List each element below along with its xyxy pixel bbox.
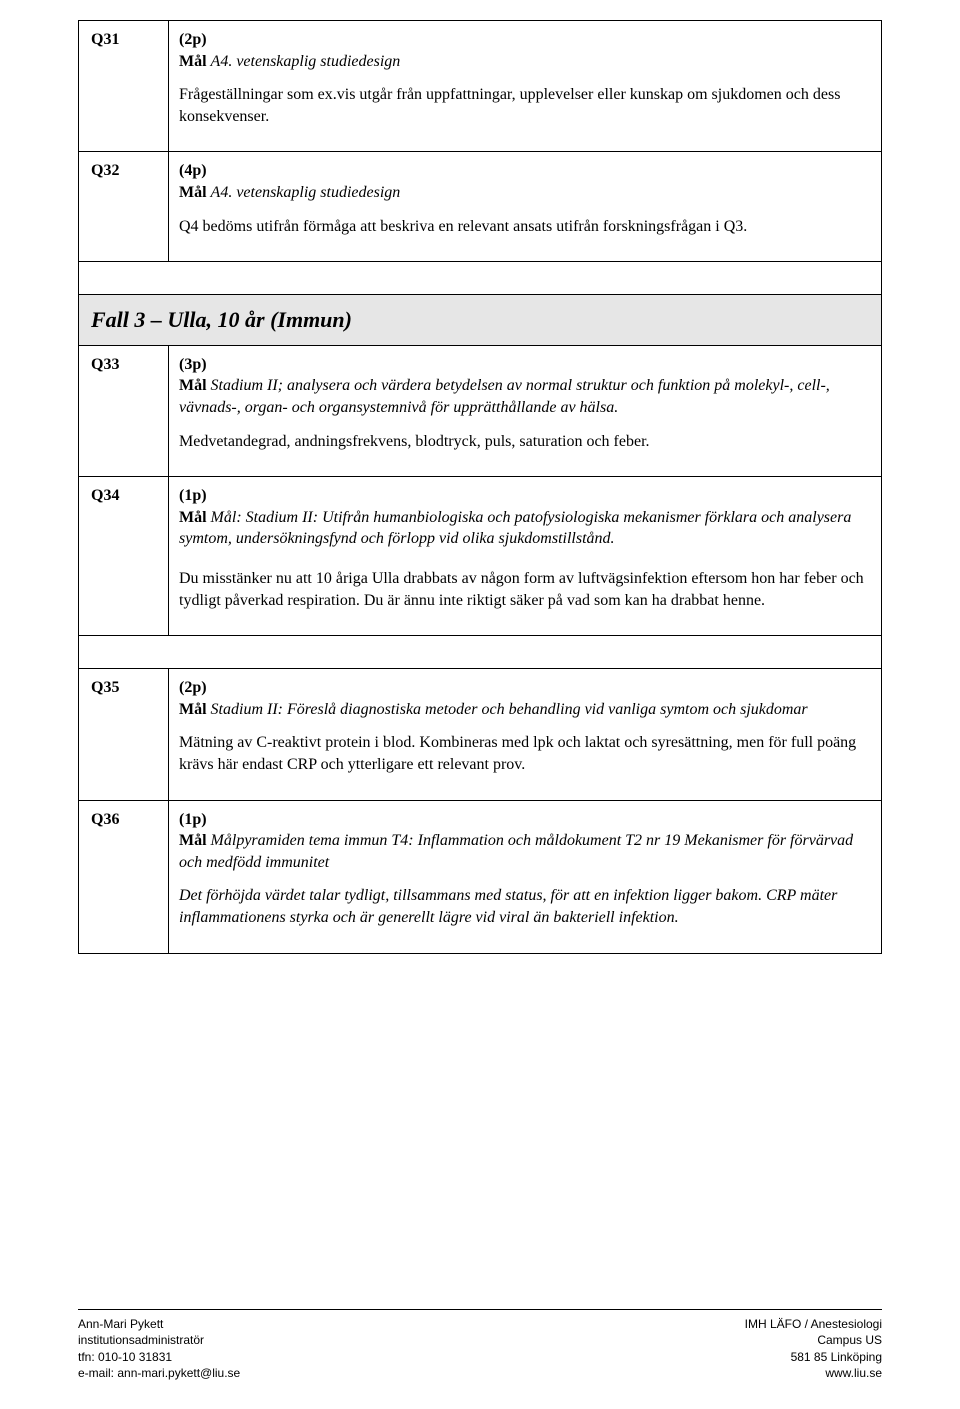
footer-role: institutionsadministratör — [78, 1332, 240, 1348]
footer-right: IMH LÄFO / Anestesiologi Campus US 581 8… — [745, 1316, 882, 1381]
table-row: Q34 (1p) Mål Mål: Stadium II: Utifrån hu… — [79, 477, 882, 636]
points-label: (2p) — [179, 679, 207, 696]
fall-header-row: Fall 3 – Ulla, 10 år (Immun) — [79, 295, 882, 346]
paragraph: Mätning av C-reaktivt protein i blod. Ko… — [179, 732, 871, 775]
question-content-cell: (3p) Mål Stadium II; analysera och värde… — [169, 345, 882, 476]
points-label: (1p) — [179, 811, 207, 828]
fall-header-cell: Fall 3 – Ulla, 10 år (Immun) — [79, 295, 882, 346]
points-and-goal: (3p) Mål Stadium II; analysera och värde… — [179, 354, 871, 419]
question-id: Q31 — [91, 31, 119, 48]
points-and-goal: (2p) Mål A4. vetenskaplig studiedesign — [179, 29, 871, 72]
footer-address: 581 85 Linköping — [745, 1349, 882, 1365]
points-and-goal: (1p) Mål Mål: Stadium II: Utifrån humanb… — [179, 485, 871, 550]
table-row: Q32 (4p) Mål A4. vetenskaplig studiedesi… — [79, 152, 882, 262]
points-label: (2p) — [179, 31, 207, 48]
table-row: Q36 (1p) Mål Målpyramiden tema immun T4:… — [79, 800, 882, 953]
goal-label: Mål — [179, 701, 207, 718]
question-id-cell: Q35 — [79, 669, 169, 800]
question-id: Q33 — [91, 356, 119, 373]
question-content-cell: (1p) Mål Målpyramiden tema immun T4: Inf… — [169, 800, 882, 953]
footer-url: www.liu.se — [745, 1365, 882, 1381]
points-label: (1p) — [179, 487, 207, 504]
goal-label: Mål — [179, 53, 207, 70]
goal-label: Mål — [179, 377, 207, 394]
footer-name: Ann-Mari Pykett — [78, 1316, 240, 1332]
goal-text: A4. vetenskaplig studiedesign — [211, 184, 401, 201]
question-id-cell: Q34 — [79, 477, 169, 636]
table-row: Q35 (2p) Mål Stadium II: Föreslå diagnos… — [79, 669, 882, 800]
goal-label: Mål — [179, 509, 207, 526]
table-row: Q33 (3p) Mål Stadium II; analysera och v… — [79, 345, 882, 476]
paragraph: Frågeställningar som ex.vis utgår från u… — [179, 84, 871, 127]
points-and-goal: (1p) Mål Målpyramiden tema immun T4: Inf… — [179, 809, 871, 874]
spacer — [79, 262, 882, 295]
points-and-goal: (2p) Mål Stadium II: Föreslå diagnostisk… — [179, 677, 871, 720]
footer-campus: Campus US — [745, 1332, 882, 1348]
question-content-cell: (2p) Mål Stadium II: Föreslå diagnostisk… — [169, 669, 882, 800]
paragraph: Du misstänker nu att 10 åriga Ulla drabb… — [179, 568, 871, 611]
question-id: Q32 — [91, 162, 119, 179]
question-id-cell: Q33 — [79, 345, 169, 476]
table-row: Q31 (2p) Mål A4. vetenskaplig studiedesi… — [79, 21, 882, 152]
goal-label: Mål — [179, 832, 207, 849]
question-content-cell: (2p) Mål A4. vetenskaplig studiedesign F… — [169, 21, 882, 152]
goal-text: Stadium II: Föreslå diagnostiska metoder… — [211, 701, 808, 718]
question-id: Q35 — [91, 679, 119, 696]
goal-text: Stadium II; analysera och värdera betyde… — [179, 377, 830, 416]
page-footer: Ann-Mari Pykett institutionsadministratö… — [78, 1309, 882, 1381]
question-id-cell: Q32 — [79, 152, 169, 262]
question-content-cell: (4p) Mål A4. vetenskaplig studiedesign Q… — [169, 152, 882, 262]
goal-text: Målpyramiden tema immun T4: Inflammation… — [179, 832, 853, 871]
paragraph: Det förhöjda värdet talar tydligt, tills… — [179, 885, 871, 928]
question-id-cell: Q31 — [79, 21, 169, 152]
footer-dept: IMH LÄFO / Anestesiologi — [745, 1316, 882, 1332]
questions-table-1: Q31 (2p) Mål A4. vetenskaplig studiedesi… — [78, 20, 882, 954]
spacer — [79, 636, 882, 669]
paragraph: Medvetandegrad, andningsfrekvens, blodtr… — [179, 431, 871, 453]
points-label: (3p) — [179, 356, 207, 373]
footer-left: Ann-Mari Pykett institutionsadministratö… — [78, 1316, 240, 1381]
question-id-cell: Q36 — [79, 800, 169, 953]
fall-title: Fall 3 – Ulla, 10 år (Immun) — [91, 307, 352, 332]
question-id: Q36 — [91, 811, 119, 828]
question-id: Q34 — [91, 487, 119, 504]
footer-email: e-mail: ann-mari.pykett@liu.se — [78, 1365, 240, 1381]
goal-text: Mål: Stadium II: Utifrån humanbiologiska… — [179, 509, 851, 548]
footer-phone: tfn: 010-10 31831 — [78, 1349, 240, 1365]
points-and-goal: (4p) Mål A4. vetenskaplig studiedesign — [179, 160, 871, 203]
goal-label: Mål — [179, 184, 207, 201]
goal-text: A4. vetenskaplig studiedesign — [211, 53, 401, 70]
paragraph: Q4 bedöms utifrån förmåga att beskriva e… — [179, 216, 871, 238]
question-content-cell: (1p) Mål Mål: Stadium II: Utifrån humanb… — [169, 477, 882, 636]
points-label: (4p) — [179, 162, 207, 179]
